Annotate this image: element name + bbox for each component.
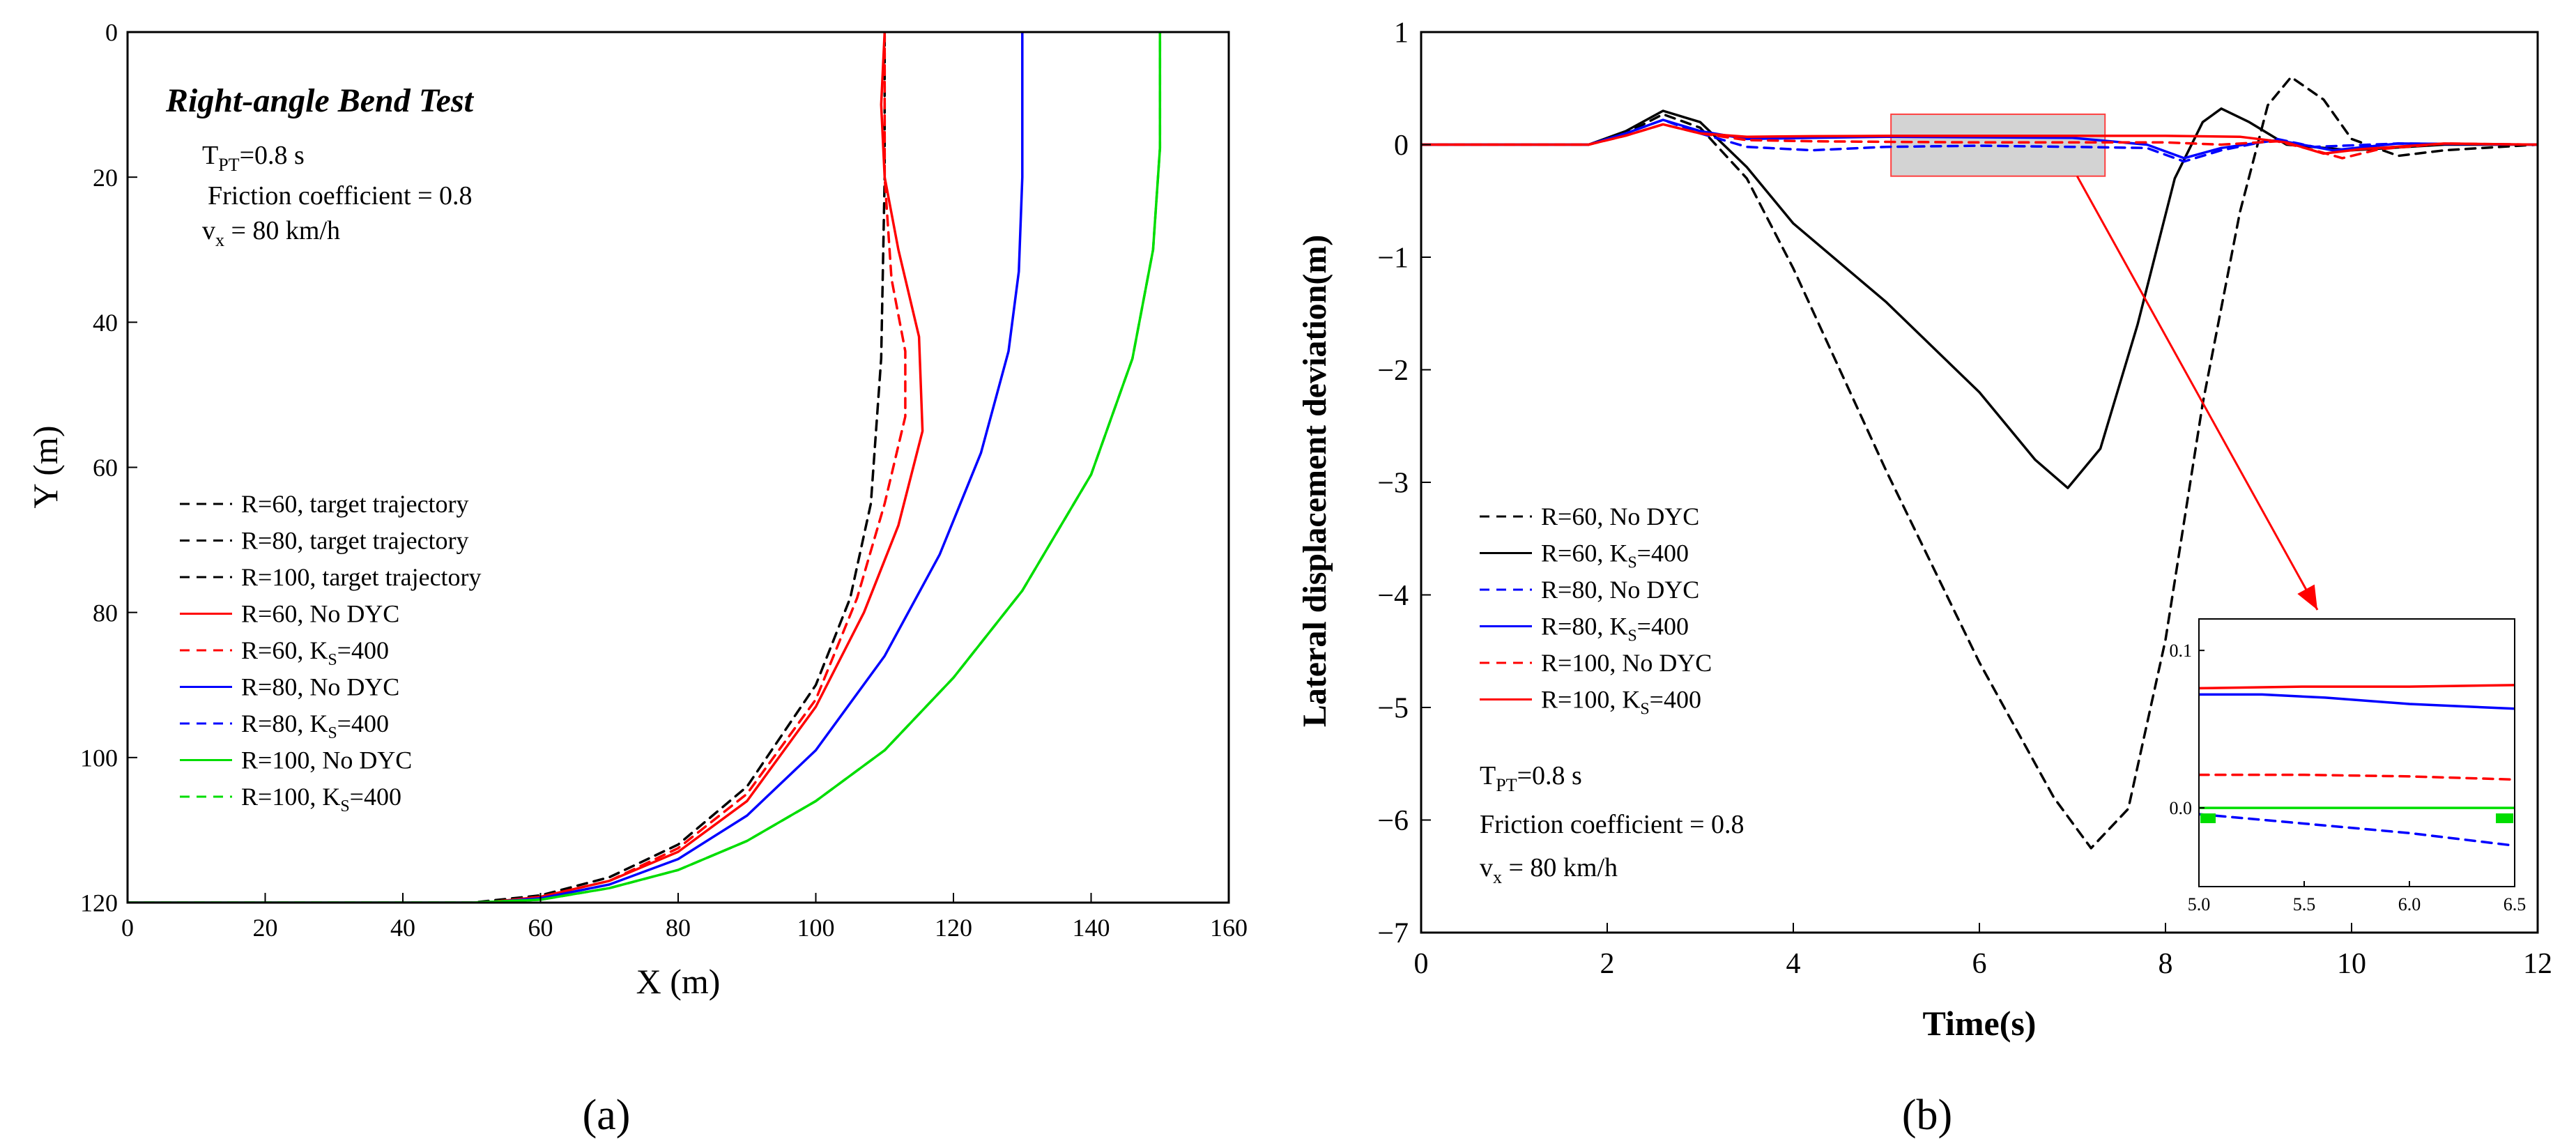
- panel-b-series-line-1: [1421, 107, 2538, 489]
- inset-y-ticks: 0.0 0.1: [2170, 641, 2205, 818]
- panel-b-y-tick-label-2: −1: [1377, 243, 1409, 275]
- panel-a-legend-label-5: R=80, No DYC: [241, 673, 399, 701]
- panel-b-x-tick-label-1: 2: [1600, 948, 1615, 980]
- inset-series-line-0: [2199, 684, 2515, 690]
- inset-series-line-2: [2199, 773, 2515, 781]
- panel-a-legend-label-8: R=100, KS=400: [241, 783, 401, 815]
- panel-b-legend-label-3: R=80, KS=400: [1541, 613, 1689, 645]
- panel-a-legend-label-6: R=80, KS=400: [241, 710, 389, 742]
- panel-a-x-tick-label-3: 60: [528, 914, 553, 942]
- panel-b-y-tick-label-1: 0: [1394, 130, 1409, 162]
- panel-a-x-tick-label-4: 80: [666, 914, 691, 942]
- panel-a-x-label: X (m): [636, 962, 721, 1001]
- panel-b-legend-label-0: R=60, No DYC: [1541, 503, 1699, 530]
- inset-series-line-1: [2199, 693, 2515, 710]
- inset-series-group: [2199, 684, 2515, 848]
- panel-a-y-tick-label-6: 120: [80, 889, 118, 917]
- panel-a-y-tick-label-2: 40: [93, 309, 118, 337]
- panel-b-y-tick-label-7: −6: [1377, 805, 1409, 837]
- panel-b-x-tick-label-5: 10: [2337, 948, 2366, 980]
- panel-a-y-tick-label-4: 80: [93, 599, 118, 627]
- panel-b: 0 2 4 6 8 10 12 10−1−2−3−4−5−6−7 Time(s) Later…: [1296, 17, 2552, 1139]
- panel-a-x-tick-label-2: 40: [390, 914, 415, 942]
- panel-b-x-ticks: 0 2 4 6 8 10 12: [1414, 923, 2552, 980]
- panel-a-tpt-annotation: TPT=0.8 s: [202, 141, 305, 175]
- inset-background: [2199, 619, 2515, 887]
- inset-x-ticks: 5.0 5.5 6.0 6.5: [2188, 881, 2527, 914]
- panel-a-x-tick-label-1: 20: [253, 914, 278, 942]
- inset-green-marker-right: [2496, 813, 2513, 823]
- panel-b-series-line-5: [1421, 123, 2538, 155]
- panel-a-series-line-5: [128, 32, 1162, 903]
- panel-a-y-ticks: 0 20 40 60 80 100 120: [80, 19, 137, 917]
- panel-b-y-label: Lateral displacement deviation(m): [1296, 235, 1333, 728]
- panel-b-label: (b): [1902, 1092, 1952, 1139]
- panel-a-x-tick-label-8: 160: [1210, 914, 1248, 942]
- panel-b-friction-annotation: Friction coefficient = 0.8: [1480, 810, 1745, 839]
- inset-x-tick-label-2: 6.0: [2398, 894, 2421, 914]
- panel-b-y-tick-label-0: 1: [1394, 17, 1409, 49]
- panel-a-friction-annotation: Friction coefficient = 0.8: [208, 181, 473, 210]
- panel-a-x-tick-label-5: 100: [797, 914, 835, 942]
- panel-a-series-line-0: [128, 32, 887, 903]
- panel-a-legend-label-4: R=60, KS=400: [241, 636, 389, 669]
- panel-b-tpt-annotation: TPT=0.8 s: [1480, 761, 1582, 795]
- panel-a-x-ticks: 0 20 40 60 80 100 120 140 160: [121, 893, 1248, 942]
- inset-zoom-plot: 5.0 5.5 6.0 6.5 0.0 0.1: [2170, 618, 2527, 914]
- panel-b-y-ticks: 1 0 −1 −2 −3 −4 −5 −6 −7: [1377, 17, 1431, 950]
- panel-a-legend-label-3: R=60, No DYC: [241, 600, 399, 628]
- panel-a-series-line-2: [128, 32, 907, 903]
- panel-a-legend-label-0: R=60, target trajectory: [241, 490, 469, 518]
- panel-a-x-tick-label-6: 120: [935, 914, 972, 942]
- panel-a-x-tick-label-0: 0: [121, 914, 134, 942]
- panel-b-x-tick-label-4: 8: [2159, 948, 2173, 980]
- panel-a-x-tick-label-7: 140: [1073, 914, 1110, 942]
- panel-b-series-group: [1421, 75, 2538, 850]
- inset-green-marker-left: [2200, 813, 2216, 823]
- panel-a-series-line-3: [128, 32, 1024, 903]
- panel-a-legend-label-1: R=80, target trajectory: [241, 527, 469, 555]
- panel-a-legend-label-7: R=100, No DYC: [241, 746, 412, 774]
- inset-series-line-4: [2199, 813, 2515, 848]
- panel-a-label: (a): [583, 1092, 631, 1139]
- inset-x-tick-label-1: 5.5: [2293, 894, 2316, 914]
- inset-y-tick-label-1: 0.1: [2170, 641, 2193, 661]
- inset-frame: [2198, 618, 2515, 887]
- panel-a-vx-annotation: vx = 80 km/h: [202, 216, 340, 250]
- panel-b-x-label: Time(s): [1923, 1004, 2037, 1043]
- panel-b-x-tick-label-0: 0: [1414, 948, 1429, 980]
- panel-b-x-tick-label-3: 6: [1972, 948, 1987, 980]
- panel-b-y-tick-label-3: −2: [1377, 355, 1409, 387]
- panel-b-legend-label-2: R=80, No DYC: [1541, 576, 1699, 604]
- panel-a-y-tick-label-0: 0: [105, 19, 118, 47]
- inset-x-tick-label-0: 5.0: [2188, 894, 2211, 914]
- panel-b-legend-label-5: R=100, KS=400: [1541, 686, 1701, 719]
- panel-a-series-group: [128, 32, 1162, 903]
- panel-b-legend-label-1: R=60, KS=400: [1541, 539, 1689, 572]
- panel-b-y-tick-label-8: −7: [1377, 918, 1409, 950]
- panel-a-legend-label-2: R=100, target trajectory: [241, 563, 482, 591]
- zoom-arrowhead: [2297, 584, 2317, 610]
- panel-a-y-tick-label-1: 20: [93, 164, 118, 192]
- panel-a-y-label: Y (m): [26, 426, 65, 509]
- panel-a: 0 20 40 60 80 100 120 140 160 0 20 40 60 80 100 120 X …: [26, 19, 1248, 1139]
- panel-b-y-tick-label-6: −5: [1377, 693, 1409, 725]
- panel-b-x-tick-label-2: 4: [1786, 948, 1801, 980]
- panel-a-legend: R=60, target trajectory R=80, target traj…: [180, 490, 482, 815]
- panel-b-series-line-3: [1421, 118, 2538, 160]
- zoom-arrow-line: [2076, 175, 2319, 611]
- panel-b-legend: R=60, No DYC R=60, KS=400 R=80, No DYC R=80…: [1480, 503, 1712, 719]
- panel-b-x-tick-label-6: 12: [2523, 948, 2552, 980]
- panel-b-series-line-0: [1421, 75, 2538, 850]
- inset-x-tick-label-3: 6.5: [2504, 894, 2527, 914]
- panel-a-y-tick-label-3: 60: [93, 454, 118, 482]
- panel-b-y-tick-label-5: −4: [1377, 580, 1409, 612]
- panel-b-vx-annotation: vx = 80 km/h: [1480, 853, 1618, 887]
- inset-y-tick-label-0: 0.0: [2170, 798, 2193, 818]
- panel-a-y-tick-label-5: 100: [80, 744, 118, 772]
- panel-b-y-tick-label-4: −3: [1377, 468, 1409, 500]
- panel-b-legend-label-4: R=100, No DYC: [1541, 649, 1712, 677]
- panel-a-title: Right-angle Bend Test: [165, 82, 475, 119]
